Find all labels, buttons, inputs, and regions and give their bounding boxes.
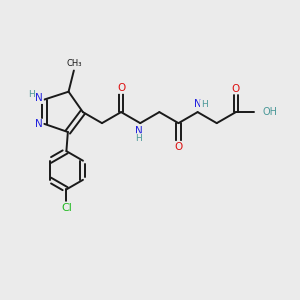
Text: N: N	[194, 99, 202, 110]
Text: O: O	[117, 83, 125, 93]
Text: H: H	[201, 100, 208, 109]
Text: N: N	[34, 119, 42, 130]
Text: Cl: Cl	[61, 203, 72, 213]
Text: N: N	[135, 126, 142, 136]
Text: H: H	[28, 90, 35, 99]
Text: O: O	[232, 83, 240, 94]
Text: CH₃: CH₃	[67, 59, 82, 68]
Text: N: N	[35, 93, 43, 103]
Text: OH: OH	[262, 106, 278, 116]
Text: H: H	[135, 134, 142, 143]
Text: O: O	[174, 142, 183, 152]
